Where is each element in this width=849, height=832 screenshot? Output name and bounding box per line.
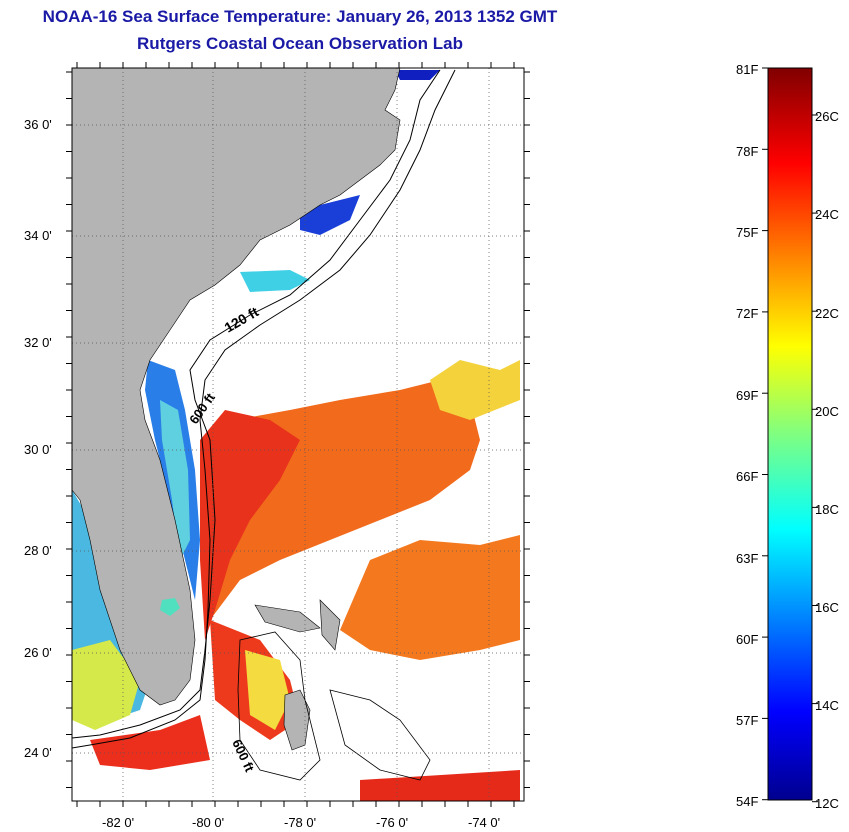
south-red-strip: [360, 770, 520, 801]
east-warm-water: [340, 535, 520, 660]
colorbar-f-label: 81F: [736, 62, 759, 77]
colorbar-c-label: 20C: [815, 404, 839, 419]
lat-label: 32 0': [24, 335, 52, 350]
west-florida-yellow-water: [72, 640, 140, 730]
lon-label: -78 0': [284, 815, 317, 830]
contour-600ft: [72, 69, 456, 749]
gulf-stream-core: [200, 410, 300, 640]
colorbar-c-label: 22C: [815, 306, 839, 321]
lake-okeechobee: [160, 598, 180, 616]
colorbar-f-label: 75F: [736, 225, 759, 240]
colorbar-c-label: 18C: [815, 502, 839, 517]
lat-label: 24 0': [24, 745, 52, 760]
carolina-cool-water: [300, 195, 360, 235]
contour-bahamas-east: [329, 689, 431, 781]
gulf-stream-yellow-patch: [430, 360, 520, 420]
colorbar-f-label: 63F: [736, 551, 759, 566]
south-warm-water: [90, 715, 210, 770]
lon-label: -74 0': [468, 815, 501, 830]
chart-subtitle: Rutgers Coastal Ocean Observation Lab: [137, 34, 463, 53]
colorbar-f-label: 78F: [736, 144, 759, 159]
lon-label: -80 0': [192, 815, 225, 830]
colorbar-ticks: [762, 67, 818, 803]
colorbar: [767, 67, 813, 801]
contour-label-120ft: 120 ft: [222, 303, 262, 335]
lat-label: 34 0': [24, 228, 52, 243]
colorbar-c-label: 14C: [815, 698, 839, 713]
map-ticks: [66, 62, 530, 807]
north-cool-water: [395, 70, 440, 80]
carolina-cyan-water: [240, 270, 310, 292]
colorbar-c-label: 16C: [815, 600, 839, 615]
bahamas-island-north: [254, 604, 321, 633]
lon-label: -82 0': [102, 815, 135, 830]
chart-title: NOAA-16 Sea Surface Temperature: January…: [42, 7, 558, 26]
us-east-coast-land: [72, 68, 401, 706]
lon-label: -76 0': [376, 815, 409, 830]
contour-120ft: [72, 69, 441, 739]
colorbar-f-label: 69F: [736, 388, 759, 403]
contour-bahamas: [237, 631, 321, 781]
lat-label: 28 0': [24, 543, 52, 558]
shelf-cyan-water: [160, 400, 190, 560]
map-gridlines: [72, 68, 524, 801]
map-area: [72, 68, 524, 801]
lat-label: 26 0': [24, 645, 52, 660]
bahamas-yellow-water: [245, 650, 290, 730]
contour-label-600ft-south: 600 ft: [229, 737, 257, 775]
colorbar-c-label: 12C: [815, 796, 839, 811]
lat-label: 36 0': [24, 117, 52, 132]
colorbar-f-label: 54F: [736, 794, 759, 809]
colorbar-f-label: 66F: [736, 469, 759, 484]
colorbar-c-label: 24C: [815, 207, 839, 222]
colorbar-f-label: 60F: [736, 632, 759, 647]
map-frame: [71, 67, 525, 802]
bahamas-island-abaco: [319, 599, 341, 651]
contour-label-600ft-north: 600 ft: [186, 390, 218, 427]
bahamas-island-andros: [283, 689, 311, 751]
colorbar-f-label: 57F: [736, 713, 759, 728]
colorbar-c-label: 26C: [815, 109, 839, 124]
lat-label: 30 0': [24, 442, 52, 457]
colorbar-f-label: 72F: [736, 306, 759, 321]
